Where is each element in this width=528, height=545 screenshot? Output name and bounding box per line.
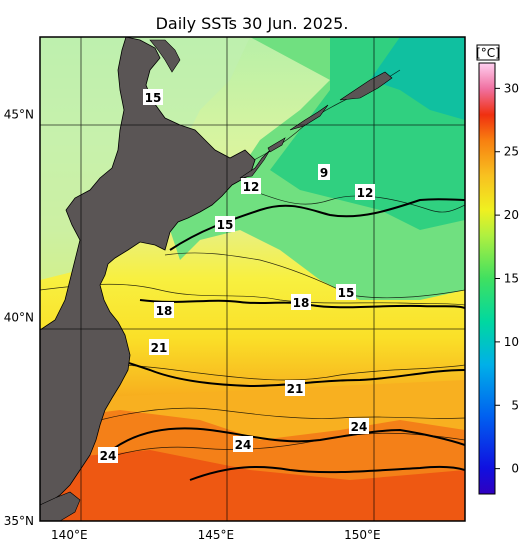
colorbar: [°C] 30 25 20 15 10 5 0 (476, 44, 519, 495)
colorbar-tick-label: 5 (511, 398, 519, 412)
map-area (40, 37, 465, 521)
colorbar-tick-label: 20 (504, 208, 519, 222)
contour-label: 12 (355, 184, 375, 200)
svg-text:21: 21 (287, 382, 304, 396)
map-title: Daily SSTs 30 Jun. 2025. (156, 14, 349, 33)
lon-label: 145°E (198, 528, 235, 542)
contour-label: 24 (349, 418, 369, 434)
contour-label: 15 (143, 89, 163, 105)
svg-text:15: 15 (217, 218, 234, 232)
lon-label: 140°E (51, 528, 88, 542)
longitude-labels: 140°E 145°E 150°E (51, 528, 381, 542)
svg-text:18: 18 (293, 296, 310, 310)
contour-label: 9 (318, 164, 330, 180)
lat-label: 35°N (4, 514, 34, 528)
lat-label: 45°N (4, 107, 34, 121)
svg-text:15: 15 (145, 91, 162, 105)
lon-label: 150°E (344, 528, 381, 542)
contour-label: 12 (241, 178, 261, 194)
svg-text:21: 21 (151, 341, 168, 355)
svg-text:12: 12 (357, 186, 374, 200)
svg-text:24: 24 (100, 449, 117, 463)
contour-label: 24 (233, 436, 253, 452)
land-japan (40, 37, 256, 506)
contour-label: 18 (291, 294, 311, 310)
colorbar-tick-label: 25 (504, 145, 519, 159)
contour-label: 21 (149, 339, 169, 355)
land-kuril-3 (339, 71, 393, 101)
land-kuril-2 (289, 104, 329, 131)
colorbar-tick-label: 0 (511, 462, 519, 476)
lat-label: 40°N (4, 311, 34, 325)
contour-label: 21 (285, 380, 305, 396)
colorbar-tick-label: 15 (504, 272, 519, 286)
graticule (40, 37, 465, 521)
land-south (40, 491, 81, 521)
colorbar-tick-label: 30 (504, 81, 519, 95)
land-kuril-4 (267, 137, 286, 153)
contour-label: 15 (215, 216, 235, 232)
svg-text:24: 24 (235, 438, 252, 452)
land-sakhalin (149, 39, 181, 73)
contour-label: 18 (154, 302, 174, 318)
svg-text:15: 15 (338, 286, 355, 300)
contour-label: 15 (336, 284, 356, 300)
colorbar-unit: [°C] (476, 46, 500, 60)
contour-label: 24 (98, 447, 118, 463)
latitude-labels: 45°N 40°N 35°N (4, 107, 34, 528)
colorbar-tick-label: 10 (504, 335, 519, 349)
svg-text:24: 24 (351, 420, 368, 434)
svg-text:12: 12 (243, 180, 260, 194)
contour-labels: 15 12 9 12 15 15 18 18 21 21 24 24 24 (98, 89, 375, 463)
svg-text:9: 9 (320, 166, 328, 180)
svg-text:18: 18 (156, 304, 173, 318)
